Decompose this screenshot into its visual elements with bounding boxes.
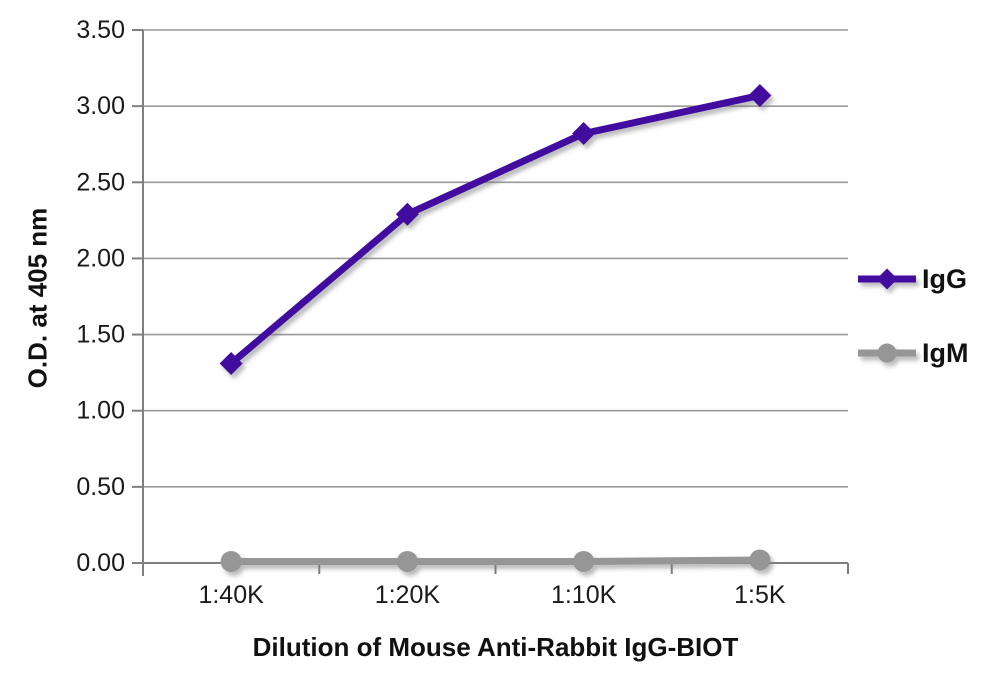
x-tick-label: 1:10K: [551, 581, 617, 609]
x-tick-label: 1:40K: [198, 581, 264, 609]
y-tick-label: 1.50: [76, 321, 125, 349]
x-tick-label: 1:5K: [734, 581, 786, 609]
data-point-IgM-1:10K: [573, 550, 595, 572]
legend-item-IgG: IgG: [858, 264, 967, 294]
y-tick-label: 0.00: [76, 549, 125, 577]
y-tick-label: 3.50: [76, 16, 125, 44]
legend-marker-circle-icon: [877, 343, 897, 363]
series-IgG: [219, 83, 772, 376]
data-point-IgG-1:40K: [219, 352, 243, 376]
data-point-IgG-1:20K: [395, 202, 419, 226]
series-line-IgM: [231, 556, 760, 565]
y-tick-label: 3.00: [76, 92, 125, 120]
y-tick-label: 2.50: [76, 168, 125, 196]
legend-label-IgG: IgG: [922, 264, 967, 294]
data-point-IgM-1:20K: [396, 550, 418, 572]
y-axis-title: O.D. at 405 nm: [22, 207, 53, 389]
series-line-IgG: [228, 92, 761, 367]
data-point-IgG-1:5K: [748, 83, 772, 107]
data-point-IgM-1:40K: [220, 550, 242, 572]
y-tick-label: 1.00: [76, 397, 125, 425]
legend-label-IgM: IgM: [922, 338, 969, 368]
legend-marker-diamond-icon: [876, 268, 898, 290]
y-tick-label: 0.50: [76, 473, 125, 501]
legend-sample-IgM: [858, 343, 916, 363]
legend-item-IgM: IgM: [858, 338, 969, 368]
series-IgM: [220, 549, 771, 572]
x-tick-label: 1:20K: [375, 581, 441, 609]
data-point-IgG-1:10K: [572, 122, 596, 146]
y-tick-label: 2.00: [76, 244, 125, 272]
x-axis-title: Dilution of Mouse Anti-Rabbit IgG-BIOT: [252, 632, 739, 662]
data-point-IgM-1:5K: [749, 549, 771, 571]
legend-sample-IgG: [858, 268, 916, 290]
